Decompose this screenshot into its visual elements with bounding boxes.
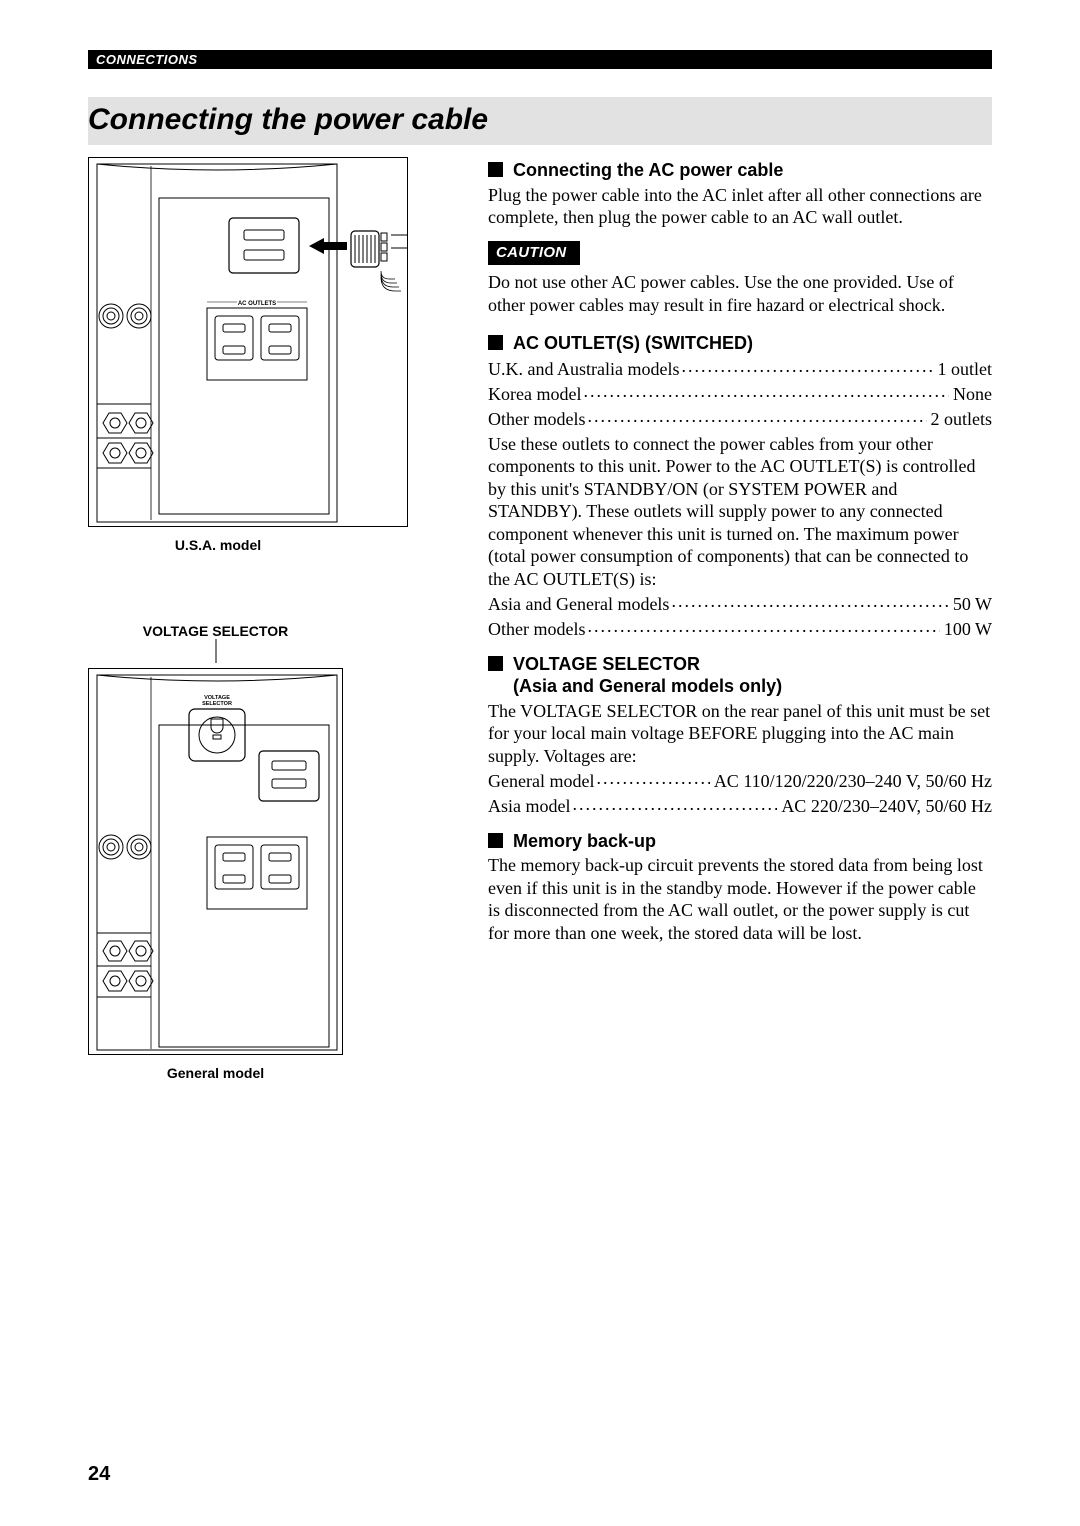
outlet-row: Other models 2 outlets xyxy=(488,405,992,430)
page-number: 24 xyxy=(88,1463,110,1486)
power-row: Asia and General models 50 W xyxy=(488,590,992,615)
caution-label: CAUTION xyxy=(496,244,566,261)
outlet-row-label: Korea model xyxy=(488,383,583,406)
section-header-text: CONNECTIONS xyxy=(96,52,198,67)
heading-memory: Memory back-up xyxy=(488,830,992,853)
heading-voltage-line2: (Asia and General models only) xyxy=(513,676,782,696)
voltage-row-label: General model xyxy=(488,770,596,793)
outlet-row-value: 2 outlets xyxy=(927,408,993,431)
svg-text:SELECTOR: SELECTOR xyxy=(202,701,232,707)
outlet-row: U.K. and Australia models 1 outlet xyxy=(488,355,992,380)
dot-leader xyxy=(587,405,926,425)
section-header-bar: CONNECTIONS xyxy=(88,50,992,69)
caution-body: Do not use other AC power cables. Use th… xyxy=(488,271,992,316)
memory-body: The memory back-up circuit prevents the … xyxy=(488,854,992,944)
heading-voltage: VOLTAGE SELECTOR (Asia and General model… xyxy=(488,653,992,698)
heading-outlets-text: AC OUTLET(S) (SWITCHED) xyxy=(513,332,753,355)
general-model-caption: General model xyxy=(88,1065,343,1081)
heading-ac-cable: Connecting the AC power cable xyxy=(488,159,992,182)
text-column: Connecting the AC power cable Plug the p… xyxy=(488,157,992,1081)
outlet-row-value: None xyxy=(949,383,992,406)
usa-model-caption: U.S.A. model xyxy=(88,537,348,553)
usa-rear-panel-diagram: AC OUTLETS xyxy=(88,157,408,527)
heading-ac-cable-text: Connecting the AC power cable xyxy=(513,159,783,182)
outlets-body: Use these outlets to connect the power c… xyxy=(488,433,992,591)
power-row-label: Asia and General models xyxy=(488,593,671,616)
power-row-value: 100 W xyxy=(940,618,992,641)
square-bullet-icon xyxy=(488,656,503,671)
voltage-row-value: AC 220/230–240V, 50/60 Hz xyxy=(777,795,992,818)
page-title: Connecting the power cable xyxy=(88,103,992,137)
outlet-row-value: 1 outlet xyxy=(934,358,993,381)
voltage-selector-pointer-line xyxy=(88,639,343,663)
square-bullet-icon xyxy=(488,833,503,848)
usa-diagram-svg: AC OUTLETS xyxy=(89,158,409,528)
caution-badge: CAUTION xyxy=(488,241,580,266)
dot-leader xyxy=(587,615,939,635)
square-bullet-icon xyxy=(488,335,503,350)
voltage-row: General model AC 110/120/220/230–240 V, … xyxy=(488,767,992,792)
outlet-row-label: U.K. and Australia models xyxy=(488,358,681,381)
voltage-row-label: Asia model xyxy=(488,795,573,818)
voltage-selector-label: VOLTAGE SELECTOR xyxy=(88,623,343,639)
voltage-row: Asia model AC 220/230–240V, 50/60 Hz xyxy=(488,793,992,818)
outlet-row: Korea model None xyxy=(488,380,992,405)
heading-voltage-stack: VOLTAGE SELECTOR (Asia and General model… xyxy=(513,653,782,698)
content-columns: AC OUTLETS xyxy=(88,157,992,1081)
power-row-label: Other models xyxy=(488,618,587,641)
dot-leader xyxy=(583,380,949,400)
general-rear-panel-diagram: VOLTAGE SELECTOR xyxy=(88,668,343,1055)
power-row: Other models 100 W xyxy=(488,615,992,640)
manual-page: CONNECTIONS Connecting the power cable xyxy=(0,0,1080,1526)
voltage-row-value: AC 110/120/220/230–240 V, 50/60 Hz xyxy=(710,770,992,793)
dot-leader xyxy=(681,355,933,375)
general-diagram-svg: VOLTAGE SELECTOR xyxy=(89,669,344,1056)
heading-voltage-line1: VOLTAGE SELECTOR xyxy=(513,654,700,674)
heading-memory-text: Memory back-up xyxy=(513,830,656,853)
dot-leader xyxy=(671,590,948,610)
square-bullet-icon xyxy=(488,162,503,177)
ac-cable-body: Plug the power cable into the AC inlet a… xyxy=(488,184,992,229)
voltage-body: The VOLTAGE SELECTOR on the rear panel o… xyxy=(488,700,992,768)
heading-outlets: AC OUTLET(S) (SWITCHED) xyxy=(488,332,992,355)
diagrams-column: AC OUTLETS xyxy=(88,157,458,1081)
dot-leader xyxy=(596,767,709,787)
power-row-value: 50 W xyxy=(949,593,992,616)
title-band: Connecting the power cable xyxy=(88,97,992,145)
dot-leader xyxy=(573,793,778,813)
outlet-row-label: Other models xyxy=(488,408,587,431)
svg-text:AC OUTLETS: AC OUTLETS xyxy=(238,301,276,307)
